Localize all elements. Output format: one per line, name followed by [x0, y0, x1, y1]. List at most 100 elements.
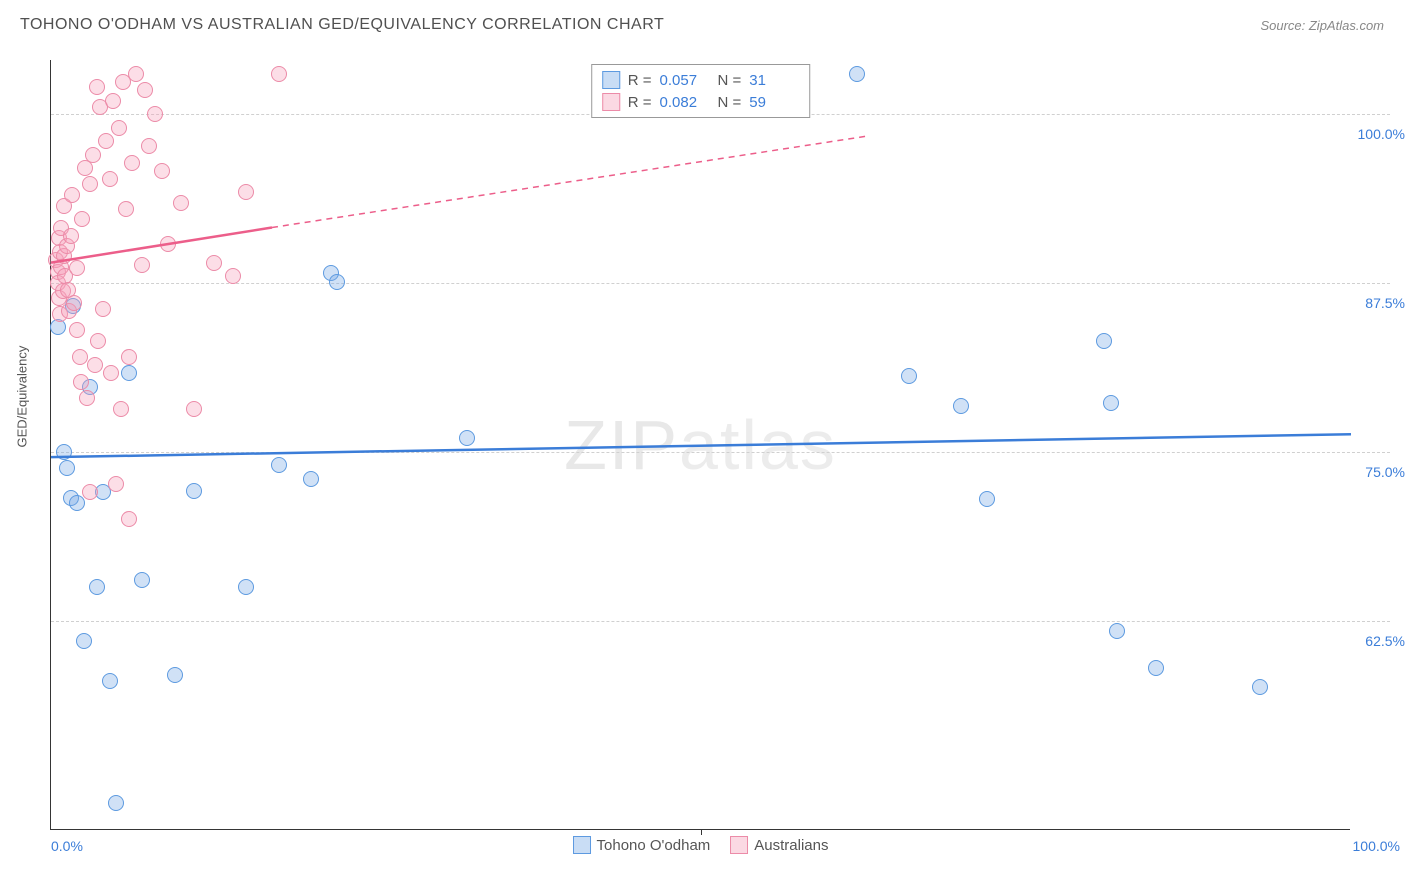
swatch-blue-icon [573, 836, 591, 854]
r-value-1: 0.057 [660, 72, 710, 89]
swatch-blue-icon [602, 71, 620, 89]
series-legend: Tohono O'odham Australians [573, 836, 829, 854]
data-point [90, 333, 106, 349]
data-point [74, 211, 90, 227]
data-point [89, 79, 105, 95]
data-point [271, 66, 287, 82]
xtick-label: 0.0% [51, 838, 83, 854]
data-point [1109, 623, 1125, 639]
ytick-label: 100.0% [1355, 126, 1405, 142]
data-point [186, 483, 202, 499]
watermark: ZIPatlas [564, 405, 837, 485]
n-label: N = [718, 72, 742, 89]
r-label: R = [628, 72, 652, 89]
swatch-pink-icon [602, 93, 620, 111]
trendline-pink-dashed [272, 136, 870, 228]
data-point [1148, 660, 1164, 676]
data-point [87, 357, 103, 373]
data-point [69, 322, 85, 338]
data-point [154, 163, 170, 179]
y-axis-label: GED/Equivalency [15, 346, 30, 448]
data-point [137, 82, 153, 98]
data-point [134, 572, 150, 588]
data-point [121, 349, 137, 365]
data-point [1252, 679, 1268, 695]
ytick-label: 75.0% [1355, 464, 1405, 480]
data-point [303, 471, 319, 487]
data-point [103, 365, 119, 381]
data-point [186, 401, 202, 417]
data-point [953, 398, 969, 414]
data-point [979, 491, 995, 507]
r-value-2: 0.082 [660, 94, 710, 111]
data-point [82, 176, 98, 192]
data-point [206, 255, 222, 271]
data-point [50, 319, 66, 335]
data-point [69, 495, 85, 511]
data-point [76, 633, 92, 649]
data-point [128, 66, 144, 82]
data-point [1103, 395, 1119, 411]
data-point [167, 667, 183, 683]
gridline [51, 452, 1390, 453]
data-point [160, 236, 176, 252]
data-point [102, 673, 118, 689]
data-point [69, 260, 85, 276]
data-point [118, 201, 134, 217]
data-point [225, 268, 241, 284]
data-point [1096, 333, 1112, 349]
data-point [108, 476, 124, 492]
ytick-label: 62.5% [1355, 633, 1405, 649]
data-point [329, 274, 345, 290]
data-point [95, 301, 111, 317]
data-point [147, 106, 163, 122]
data-point [121, 365, 137, 381]
swatch-pink-icon [730, 836, 748, 854]
data-point [849, 66, 865, 82]
stats-row-series2: R = 0.082 N = 59 [602, 91, 800, 113]
data-point [102, 171, 118, 187]
ytick-label: 87.5% [1355, 295, 1405, 311]
data-point [56, 444, 72, 460]
data-point [173, 195, 189, 211]
data-point [271, 457, 287, 473]
trendline-blue [51, 434, 1351, 457]
data-point [459, 430, 475, 446]
stats-row-series1: R = 0.057 N = 31 [602, 69, 800, 91]
n-value-1: 31 [749, 72, 799, 89]
data-point [73, 374, 89, 390]
watermark-bold: ZIP [564, 406, 679, 484]
data-point [98, 133, 114, 149]
trendlines [51, 60, 1350, 829]
gridline [51, 621, 1390, 622]
data-point [134, 257, 150, 273]
n-value-2: 59 [749, 94, 799, 111]
gridline [51, 283, 1390, 284]
data-point [901, 368, 917, 384]
plot-area: ZIPatlas 62.5%75.0%87.5%100.0%0.0%100.0%… [50, 60, 1350, 830]
xtick-label: 100.0% [1353, 838, 1400, 854]
data-point [141, 138, 157, 154]
data-point [121, 511, 137, 527]
n-label: N = [718, 94, 742, 111]
watermark-thin: atlas [679, 406, 837, 484]
data-point [113, 401, 129, 417]
data-point [89, 579, 105, 595]
chart-title: TOHONO O'ODHAM VS AUSTRALIAN GED/EQUIVAL… [20, 16, 664, 34]
data-point [59, 460, 75, 476]
legend-label-1: Tohono O'odham [597, 837, 711, 854]
r-label: R = [628, 94, 652, 111]
data-point [72, 349, 88, 365]
data-point [124, 155, 140, 171]
data-point [108, 795, 124, 811]
source-attribution: Source: ZipAtlas.com [1260, 18, 1384, 33]
data-point [66, 295, 82, 311]
stats-legend: R = 0.057 N = 31 R = 0.082 N = 59 [591, 64, 811, 118]
legend-label-2: Australians [754, 837, 828, 854]
xtick [701, 829, 702, 835]
data-point [79, 390, 95, 406]
data-point [85, 147, 101, 163]
legend-item-2: Australians [730, 836, 828, 854]
data-point [238, 184, 254, 200]
data-point [63, 228, 79, 244]
